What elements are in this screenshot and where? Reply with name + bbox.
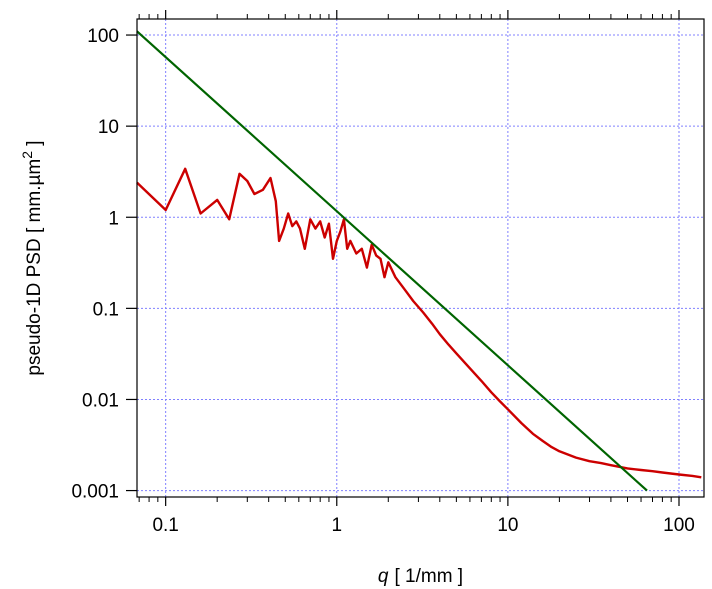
x-tick-label: 10: [497, 515, 518, 536]
plot-frame: [136, 18, 705, 498]
y-axis-label: pseudo-1D PSD [ mm.µm2 ]: [19, 140, 45, 375]
y-tick-label: 1: [108, 208, 119, 229]
y-tick-label: 0.001: [71, 482, 119, 503]
x-tick-label: 100: [663, 515, 695, 536]
y-axis-end: ]: [24, 140, 45, 151]
series-line-measured: [136, 167, 702, 479]
series-line-fit: [136, 30, 648, 492]
grid: [137, 19, 704, 497]
axis-ticks: [126, 10, 680, 506]
x-axis-variable: q: [378, 566, 389, 587]
tick-labels: 0.1 1 10 100 100 10 1 0.1 0.01 0.001: [71, 26, 694, 536]
y-axis-main: pseudo-1D PSD [ mm.µm: [24, 159, 45, 376]
x-tick-label: 1: [331, 515, 342, 536]
y-tick-label: 100: [87, 26, 119, 47]
y-tick-label: 0.01: [82, 390, 119, 411]
y-axis-superscript: 2: [19, 151, 35, 159]
x-axis-unit: [ 1/mm ]: [394, 566, 463, 587]
x-tick-label: 0.1: [152, 515, 178, 536]
x-axis-label: q[ 1/mm ]: [378, 566, 463, 587]
y-tick-label: 0.1: [93, 299, 119, 320]
series-lines: [136, 30, 702, 492]
y-tick-label: 10: [98, 117, 119, 138]
